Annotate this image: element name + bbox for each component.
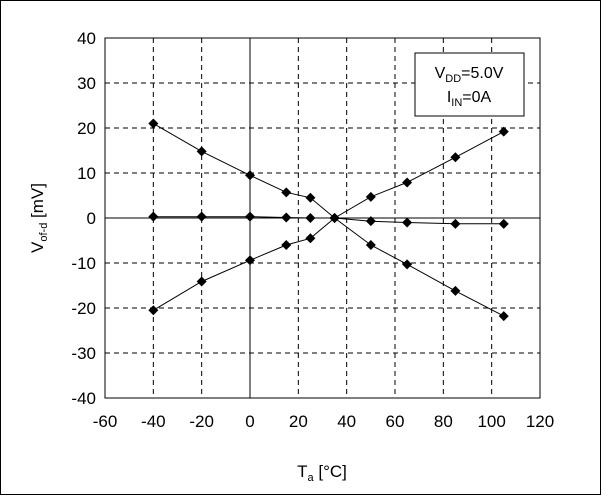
data-point	[305, 192, 316, 203]
y-tick-label: -10	[71, 254, 96, 273]
y-tick-label: -30	[71, 344, 96, 363]
data-point	[365, 191, 376, 202]
data-point	[365, 240, 376, 250]
data-point	[450, 218, 461, 229]
y-tick-label: -20	[71, 299, 96, 318]
data-point	[148, 305, 159, 316]
x-tick-label: -20	[189, 412, 214, 431]
y-tick-label: 10	[77, 164, 96, 183]
x-tick-label: 100	[477, 412, 505, 431]
data-point	[450, 152, 461, 163]
x-tick-label: -60	[93, 412, 118, 431]
y-tick-label: -40	[71, 389, 96, 408]
data-point	[196, 146, 207, 157]
plot-border	[104, 37, 541, 399]
x-tick-label: -40	[141, 412, 166, 431]
x-tick-label: 0	[245, 412, 254, 431]
data-point	[245, 255, 255, 266]
data-point	[148, 118, 159, 129]
annotation-vdd: VDD=5.0V	[435, 65, 504, 85]
y-tick-label: 30	[77, 74, 96, 93]
data-point	[402, 177, 413, 188]
data-point	[498, 126, 509, 137]
x-tick-label: 20	[289, 412, 308, 431]
series-line	[153, 123, 505, 317]
data-point	[402, 259, 413, 270]
data-point	[245, 211, 255, 222]
series-line	[153, 216, 504, 225]
x-axis-label: Ta [°C]	[297, 462, 347, 484]
data-point	[305, 213, 316, 223]
data-point	[148, 211, 159, 222]
y-tick-label: 20	[77, 119, 96, 138]
y-axis-label: Vof-d [mV]	[28, 183, 50, 253]
series-line	[153, 131, 505, 311]
x-tick-labels: -60 -40 -20 0 20 40 60 80 100 120	[93, 412, 554, 431]
x-tick-label: 80	[434, 412, 453, 431]
data-point	[498, 311, 509, 322]
data-point	[402, 217, 413, 228]
data-point	[329, 213, 340, 223]
y-tick-label: 0	[87, 209, 96, 228]
y-tick-label: 40	[77, 29, 96, 48]
data-point	[305, 233, 316, 244]
series-1	[148, 118, 509, 322]
data-point	[196, 211, 207, 222]
data-point	[196, 276, 207, 287]
data-point	[245, 170, 255, 181]
annotation-iin: IIN=0A	[447, 89, 492, 109]
data-point	[365, 216, 376, 227]
y-tick-labels: -40 -30 -20 -10 0 10 20 30 40	[71, 29, 96, 408]
annotation-box	[414, 52, 525, 117]
x-tick-label: 60	[386, 412, 405, 431]
data-point	[281, 187, 292, 198]
data-point	[498, 218, 509, 229]
legend-box: VDD=5.0V IIN=0A	[414, 52, 525, 117]
x-tick-label: 120	[526, 412, 554, 431]
series-3	[148, 126, 509, 316]
data-series	[148, 118, 509, 322]
data-point	[450, 285, 461, 296]
data-point	[281, 240, 292, 250]
x-tick-label: 40	[337, 412, 356, 431]
data-point	[281, 212, 292, 223]
